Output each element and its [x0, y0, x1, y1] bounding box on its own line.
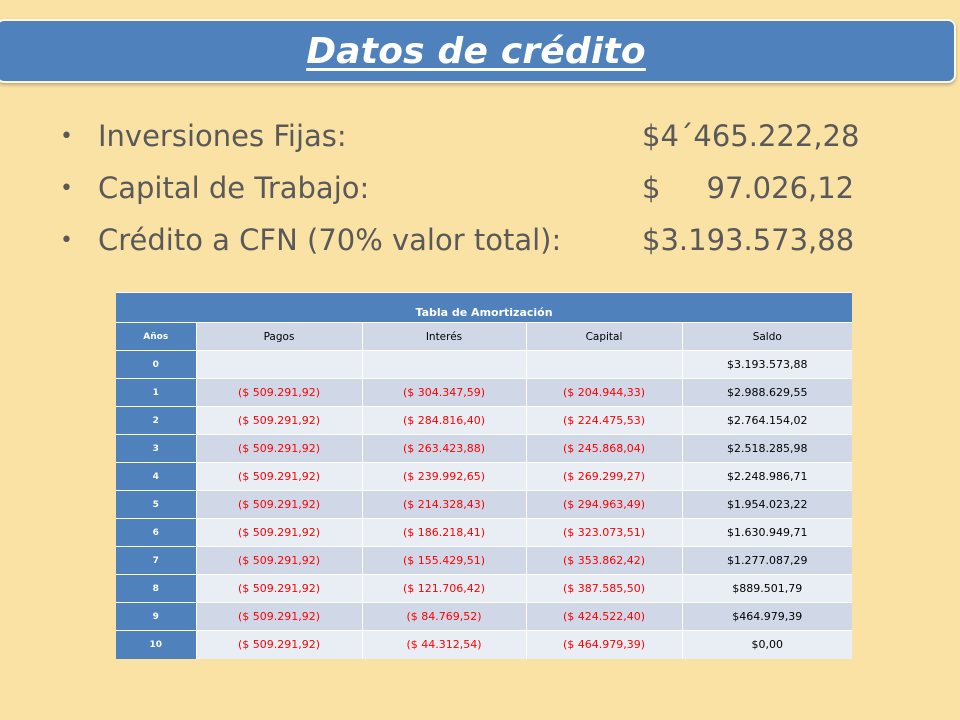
year-cell: 4 — [116, 462, 196, 491]
pagos-cell: ($ 509.291,92) — [195, 378, 362, 407]
interes-cell: ($ 121.706,42) — [361, 574, 526, 603]
bullet-value: $ 97.026,12 — [642, 171, 855, 205]
amortization-table: Tabla de Amortización Años Pagos Interés… — [116, 292, 853, 659]
bullet-list: • Inversiones Fijas: $4´465.222,28 • Cap… — [60, 110, 920, 266]
pagos-cell: ($ 509.291,92) — [195, 602, 362, 631]
capital-cell: ($ 204.944,33) — [525, 378, 682, 407]
bullet-label: Crédito a CFN (70% valor total): — [98, 223, 562, 257]
bullet-capital-trabajo: • Capital de Trabajo: $ 97.026,12 — [60, 162, 920, 214]
title-bar: Datos de crédito — [0, 19, 956, 83]
table-row: 7 ($ 509.291,92) ($ 155.429,51) ($ 353.862,… — [116, 546, 853, 575]
table-header-row: Años Pagos Interés Capital Saldo — [116, 322, 853, 351]
interes-cell — [361, 350, 526, 379]
capital-cell: ($ 464.979,39) — [525, 630, 682, 659]
table-caption: Tabla de Amortización — [116, 292, 853, 323]
pagos-cell: ($ 509.291,92) — [195, 546, 362, 575]
saldo-cell: $1.630.949,71 — [681, 518, 853, 547]
header-pagos: Pagos — [195, 322, 362, 351]
pagos-cell: ($ 509.291,92) — [195, 518, 362, 547]
header-saldo: Saldo — [681, 322, 853, 351]
pagos-cell: ($ 509.291,92) — [195, 462, 362, 491]
interes-cell: ($ 263.423,88) — [361, 434, 526, 463]
year-cell: 1 — [116, 378, 196, 407]
capital-cell: ($ 294.963,49) — [525, 490, 682, 519]
table-row: 3 ($ 509.291,92) ($ 263.423,88) ($ 245.868,… — [116, 434, 853, 463]
interes-cell: ($ 214.328,43) — [361, 490, 526, 519]
table-row: 0 $3.193.573,88 — [116, 350, 853, 379]
saldo-cell: $2.518.285,98 — [681, 434, 853, 463]
saldo-cell: $1.954.023,22 — [681, 490, 853, 519]
saldo-cell: $464.979,39 — [681, 602, 853, 631]
year-cell: 8 — [116, 574, 196, 603]
bullet-credito-cfn: • Crédito a CFN (70% valor total): $3.19… — [60, 214, 920, 266]
table-row: 10 ($ 509.291,92) ($ 44.312,54) ($ 464.979,… — [116, 630, 853, 659]
year-cell: 10 — [116, 630, 196, 659]
table-row: 4 ($ 509.291,92) ($ 239.992,65) ($ 269.299,… — [116, 462, 853, 491]
slide-title: Datos de crédito — [306, 30, 646, 72]
capital-cell: ($ 323.073,51) — [525, 518, 682, 547]
table-row: 1 ($ 509.291,92) ($ 304.347,59) ($ 204.944,… — [116, 378, 853, 407]
table-row: 5 ($ 509.291,92) ($ 214.328,43) ($ 294.963,… — [116, 490, 853, 519]
saldo-cell: $2.988.629,55 — [681, 378, 853, 407]
pagos-cell: ($ 509.291,92) — [195, 574, 362, 603]
header-capital: Capital — [525, 322, 682, 351]
pagos-cell: ($ 509.291,92) — [195, 434, 362, 463]
interes-cell: ($ 284.816,40) — [361, 406, 526, 435]
header-interes: Interés — [361, 322, 526, 351]
interes-cell: ($ 304.347,59) — [361, 378, 526, 407]
year-cell: 5 — [116, 490, 196, 519]
bullet-value: $3.193.573,88 — [642, 223, 855, 257]
year-cell: 0 — [116, 350, 196, 379]
table-row: 2 ($ 509.291,92) ($ 284.816,40) ($ 224.475,… — [116, 406, 853, 435]
year-cell: 3 — [116, 434, 196, 463]
table-row: 9 ($ 509.291,92) ($ 84.769,52) ($ 424.522,4… — [116, 602, 853, 631]
bullet-value: $4´465.222,28 — [642, 119, 860, 153]
year-cell: 7 — [116, 546, 196, 575]
bullet-icon: • — [60, 123, 73, 149]
pagos-cell: ($ 509.291,92) — [195, 406, 362, 435]
table-row: 8 ($ 509.291,92) ($ 121.706,42) ($ 387.585,… — [116, 574, 853, 603]
capital-cell: ($ 353.862,42) — [525, 546, 682, 575]
capital-cell: ($ 387.585,50) — [525, 574, 682, 603]
saldo-cell: $2.764.154,02 — [681, 406, 853, 435]
pagos-cell: ($ 509.291,92) — [195, 630, 362, 659]
capital-cell: ($ 224.475,53) — [525, 406, 682, 435]
interes-cell: ($ 44.312,54) — [361, 630, 526, 659]
capital-cell — [525, 350, 682, 379]
saldo-cell: $1.277.087,29 — [681, 546, 853, 575]
interes-cell: ($ 84.769,52) — [361, 602, 526, 631]
bullet-label: Inversiones Fijas: — [98, 119, 347, 153]
interes-cell: ($ 155.429,51) — [361, 546, 526, 575]
table-row: 6 ($ 509.291,92) ($ 186.218,41) ($ 323.073,… — [116, 518, 853, 547]
year-cell: 9 — [116, 602, 196, 631]
capital-cell: ($ 424.522,40) — [525, 602, 682, 631]
interes-cell: ($ 186.218,41) — [361, 518, 526, 547]
year-cell: 2 — [116, 406, 196, 435]
header-anos: Años — [116, 322, 196, 351]
year-cell: 6 — [116, 518, 196, 547]
saldo-cell: $2.248.986,71 — [681, 462, 853, 491]
bullet-inversiones-fijas: • Inversiones Fijas: $4´465.222,28 — [60, 110, 920, 162]
bullet-label: Capital de Trabajo: — [98, 171, 370, 205]
pagos-cell: ($ 509.291,92) — [195, 490, 362, 519]
pagos-cell — [195, 350, 362, 379]
saldo-cell: $889.501,79 — [681, 574, 853, 603]
capital-cell: ($ 245.868,04) — [525, 434, 682, 463]
interes-cell: ($ 239.992,65) — [361, 462, 526, 491]
bullet-icon: • — [60, 175, 73, 201]
capital-cell: ($ 269.299,27) — [525, 462, 682, 491]
bullet-icon: • — [60, 227, 73, 253]
saldo-cell: $3.193.573,88 — [681, 350, 853, 379]
saldo-cell: $0,00 — [681, 630, 853, 659]
